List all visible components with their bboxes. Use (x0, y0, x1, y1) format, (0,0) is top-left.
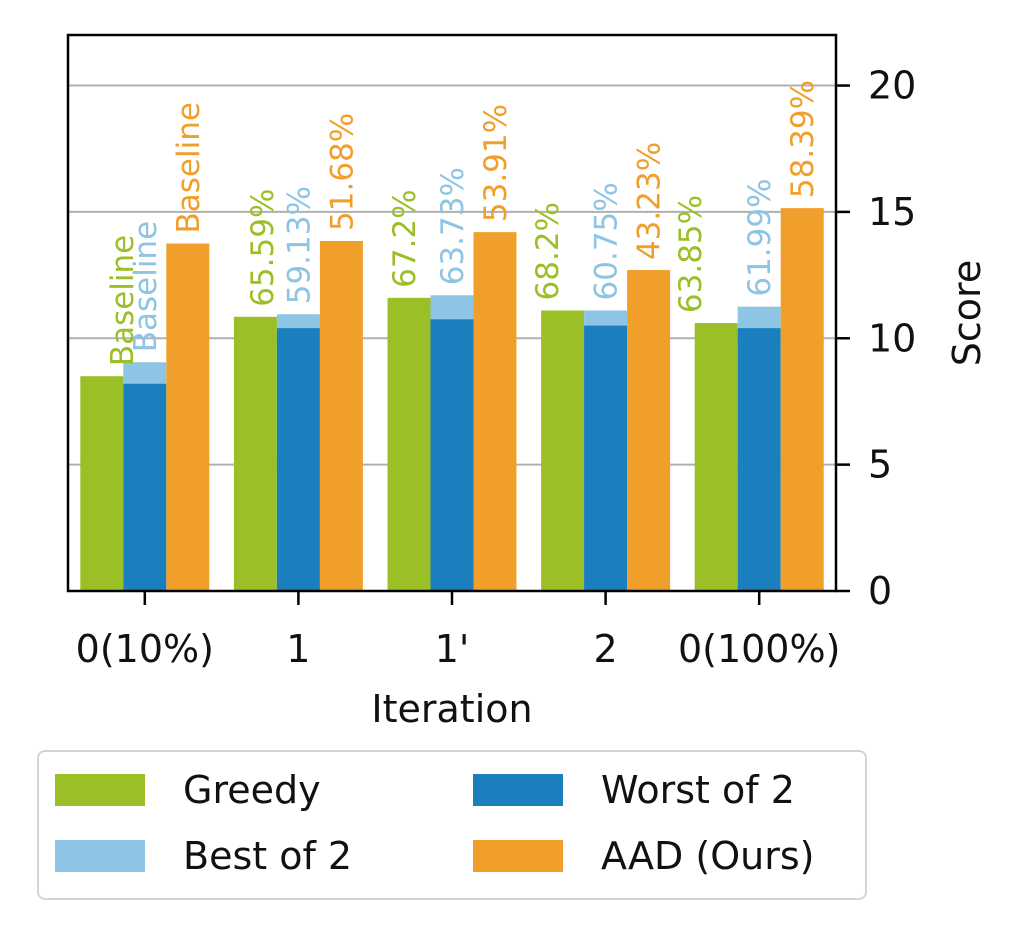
y-axis: 0 5 10 15 20 (836, 64, 916, 613)
bar-aad (473, 232, 517, 592)
legend-swatch-worst (473, 774, 563, 806)
bar-worst-of-2 (123, 383, 167, 591)
data-label-greedy: 67.2% (387, 189, 423, 287)
legend-item-greedy: Greedy (55, 768, 321, 812)
legend: Greedy Worst of 2 Best of 2 AAD (Ours) (37, 750, 867, 900)
y-tick-label: 20 (868, 64, 916, 108)
y-tick-label: 15 (868, 190, 916, 234)
data-label-greedy: 68.2% (530, 202, 566, 300)
x-tick-label: 0(10%) (76, 627, 214, 671)
legend-swatch-best (55, 840, 145, 872)
y-tick-label: 0 (868, 569, 892, 613)
legend-label-aad: AAD (Ours) (601, 834, 815, 878)
data-label-greedy: 63.85% (673, 195, 709, 313)
legend-swatch-greedy (55, 774, 145, 806)
data-label-aad: 51.68% (324, 113, 360, 231)
bar-worst-of-2 (584, 325, 628, 591)
legend-item-best: Best of 2 (55, 834, 353, 878)
bar-greedy (541, 310, 585, 591)
data-label-greedy: Baseline (105, 235, 141, 366)
bar-worst-of-2 (737, 328, 781, 591)
data-label-aad: Baseline (171, 102, 207, 233)
x-tick-label: 0(100%) (678, 627, 840, 671)
bar-aad (780, 208, 824, 592)
legend-swatch-aad (473, 840, 563, 872)
data-label-aad: 58.39% (785, 80, 821, 198)
bar-worst-of-2 (276, 328, 320, 591)
x-axis-label: Iteration (371, 687, 532, 731)
x-tick-label: 1 (286, 627, 310, 671)
data-label-best-of-2: Baseline (128, 221, 164, 352)
y-axis-label: Score (945, 260, 989, 366)
bar-greedy (387, 297, 431, 591)
y-tick-label: 5 (868, 443, 892, 487)
x-tick-label: 1' (435, 627, 470, 671)
legend-label-best: Best of 2 (183, 834, 353, 878)
bar-greedy (80, 376, 124, 591)
bar-greedy (233, 316, 277, 591)
bar-aad (319, 240, 363, 592)
data-label-best-of-2: 61.99% (742, 178, 778, 296)
bar-aad (627, 270, 671, 591)
bar-greedy (694, 323, 738, 591)
legend-label-greedy: Greedy (183, 768, 321, 812)
data-label-greedy: 65.59% (245, 189, 281, 307)
bar-worst-of-2 (430, 319, 474, 591)
legend-item-aad: AAD (Ours) (473, 834, 815, 878)
data-label-aad: 43.23% (632, 142, 668, 260)
data-label-best-of-2: 63.73% (435, 167, 471, 285)
legend-item-worst: Worst of 2 (473, 768, 795, 812)
bar-aad (166, 243, 210, 591)
x-axis: 0(10%) 1 1' 2 0(100%) (76, 591, 840, 671)
y-tick-label: 10 (868, 316, 916, 360)
data-label-aad: 53.91% (478, 104, 514, 222)
bars (80, 208, 824, 592)
data-label-best-of-2: 59.13% (281, 186, 317, 304)
legend-label-worst: Worst of 2 (601, 768, 795, 812)
data-label-best-of-2: 60.75% (589, 182, 625, 300)
x-tick-label: 2 (594, 627, 618, 671)
